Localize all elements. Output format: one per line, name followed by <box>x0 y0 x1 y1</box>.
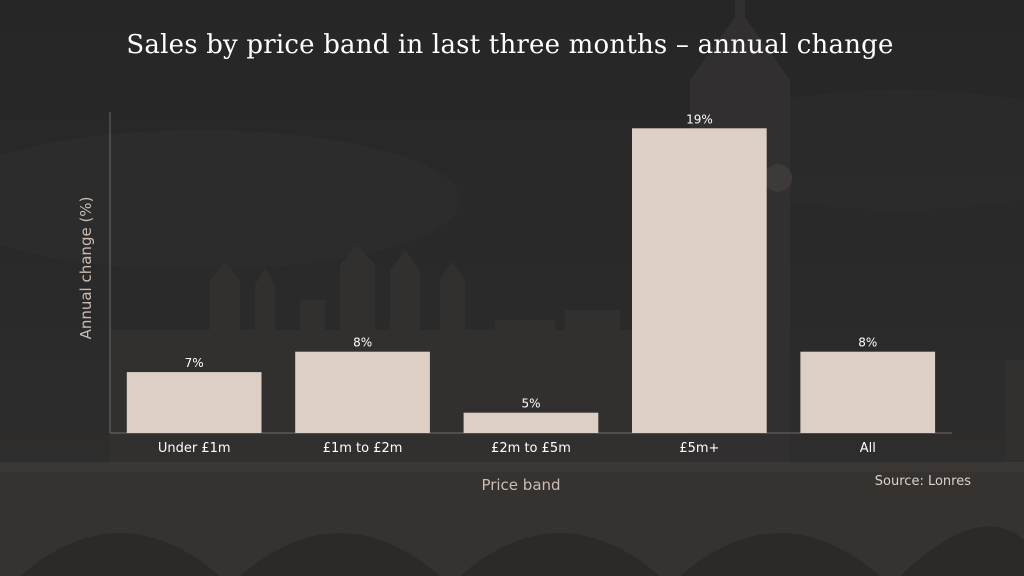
bar <box>632 128 767 434</box>
data-label: 19% <box>686 112 713 126</box>
x-tick-label: £5m+ <box>679 441 719 456</box>
x-tick-label: All <box>860 441 876 456</box>
data-label: 7% <box>185 356 204 370</box>
source-note: Source: Lonres <box>874 474 971 489</box>
x-tick-label: £2m to £5m <box>491 441 571 456</box>
chart-title: Sales by price band in last three months… <box>126 30 894 60</box>
x-tick-label: £1m to £2m <box>323 441 403 456</box>
bar <box>295 351 430 433</box>
data-label: 8% <box>353 336 372 350</box>
x-tick-label: Under £1m <box>158 441 231 456</box>
bar <box>126 372 262 433</box>
data-label: 5% <box>521 397 540 411</box>
y-axis-title: Annual change (%) <box>77 197 95 340</box>
x-axis-title: Price band <box>481 476 560 494</box>
bar <box>800 351 936 433</box>
data-label: 8% <box>858 336 877 350</box>
bar <box>463 412 599 433</box>
